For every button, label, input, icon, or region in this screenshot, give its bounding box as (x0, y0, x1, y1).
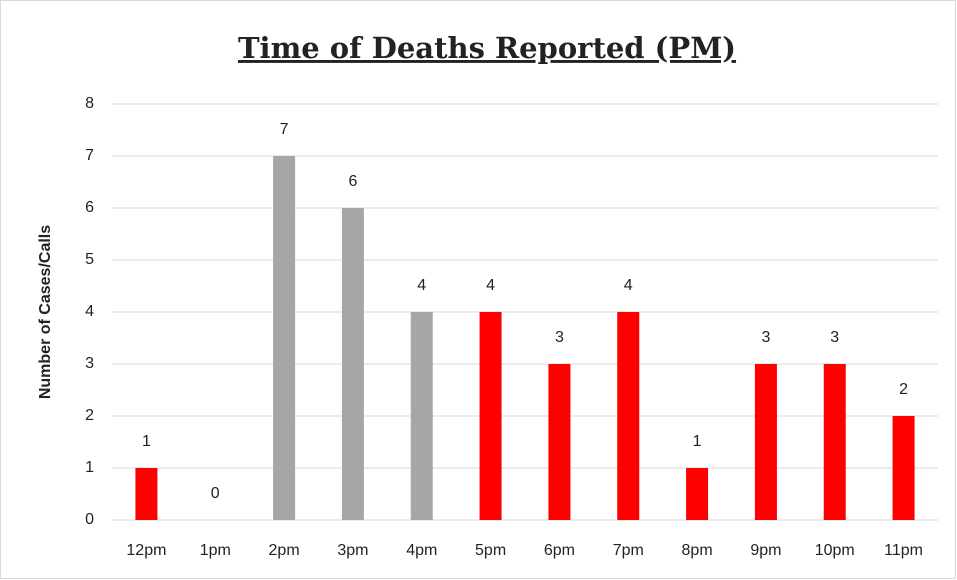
x-tick-label: 1pm (200, 542, 231, 559)
y-tick-label: 5 (85, 251, 94, 268)
data-label: 6 (348, 173, 357, 190)
y-tick-label: 6 (85, 199, 94, 216)
bar (273, 156, 296, 520)
data-label: 4 (417, 277, 426, 294)
data-label: 7 (280, 121, 289, 138)
bar (548, 364, 571, 520)
bar (341, 208, 364, 520)
bar (823, 364, 846, 520)
x-tick-label: 10pm (815, 542, 855, 559)
x-tick-label: 11pm (884, 542, 923, 559)
x-tick-label: 6pm (544, 542, 575, 559)
data-label: 0 (211, 485, 220, 502)
y-tick-label: 2 (85, 407, 94, 424)
x-tick-label: 8pm (682, 542, 713, 559)
data-label: 1 (693, 433, 702, 450)
y-tick-label: 1 (85, 459, 94, 476)
y-tick-label: 4 (85, 303, 94, 320)
data-label: 1 (142, 433, 151, 450)
bar (686, 468, 709, 520)
bar (410, 312, 433, 520)
data-label: 4 (486, 277, 495, 294)
chart-title: Time of Deaths Reported (PM) (238, 31, 736, 65)
data-label: 2 (899, 381, 908, 398)
x-tick-label: 9pm (750, 542, 781, 559)
y-tick-label: 3 (85, 355, 94, 372)
x-tick-label: 2pm (269, 542, 300, 559)
x-tick-label: 3pm (337, 542, 368, 559)
data-label: 3 (830, 329, 839, 346)
bar (892, 416, 915, 520)
y-tick-label: 7 (85, 147, 94, 164)
bar (617, 312, 640, 520)
data-label: 3 (761, 329, 770, 346)
x-tick-label: 5pm (475, 542, 506, 559)
y-tick-label: 8 (85, 95, 94, 112)
x-tick-label: 4pm (406, 542, 437, 559)
bar (135, 468, 158, 520)
x-tick-label: 7pm (613, 542, 644, 559)
data-label: 3 (555, 329, 564, 346)
y-axis-label: Number of Cases/Calls (37, 225, 54, 399)
x-tick-label: 12pm (126, 542, 166, 559)
y-tick-label: 0 (85, 511, 94, 528)
data-label: 4 (624, 277, 633, 294)
bar (479, 312, 502, 520)
bar (754, 364, 777, 520)
